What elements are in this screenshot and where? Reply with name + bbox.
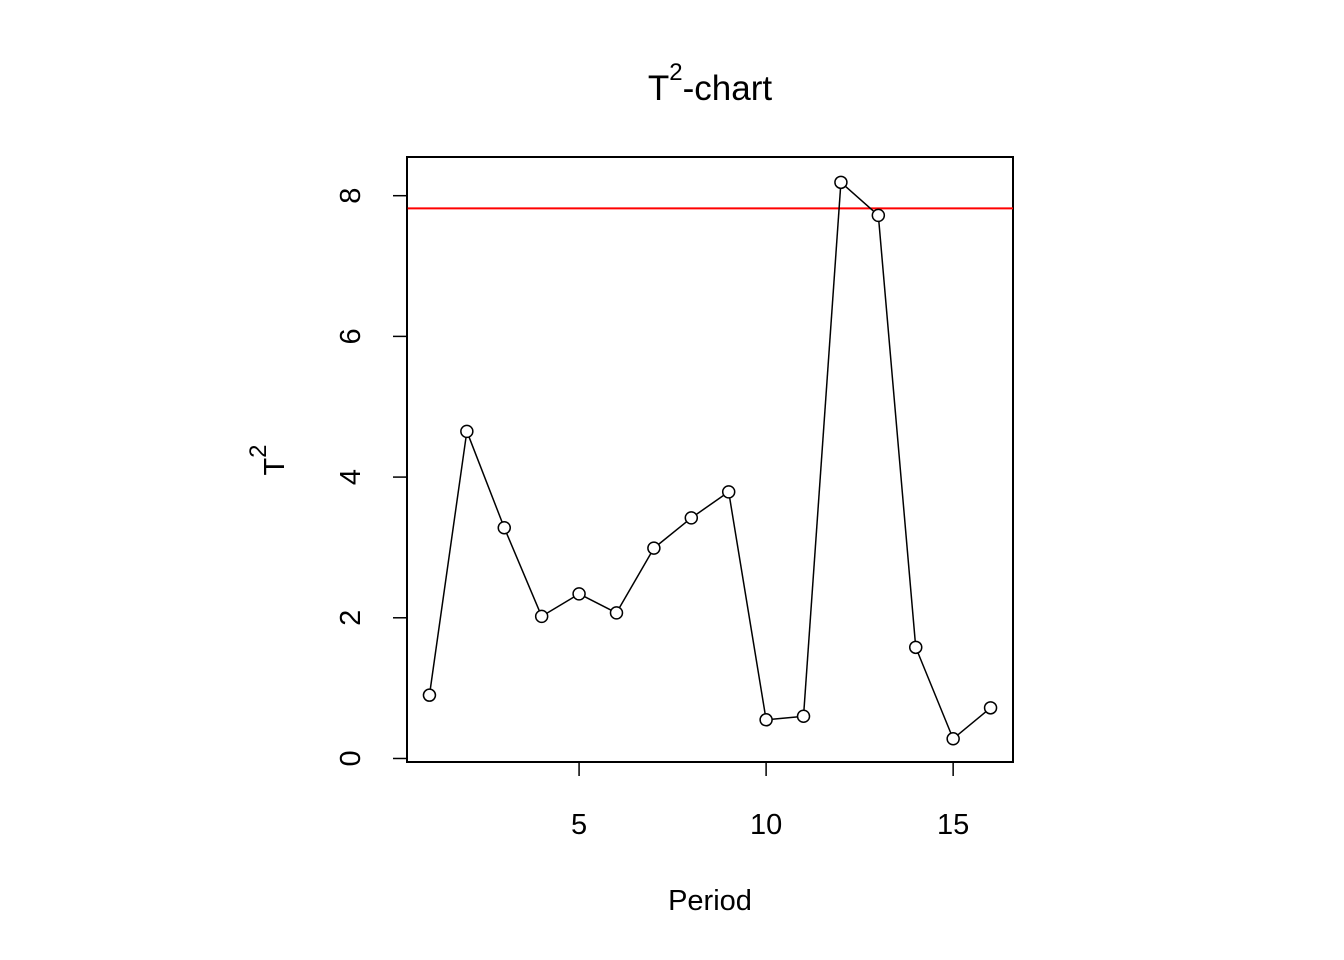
- data-point: [983, 701, 998, 715]
- y-tick-label: 6: [335, 328, 367, 344]
- data-point: [908, 640, 923, 655]
- x-tick-label: 5: [571, 809, 587, 841]
- series-segment: [618, 552, 652, 609]
- data-point: [946, 732, 960, 746]
- data-point: [684, 511, 699, 525]
- series-segment: [505, 532, 541, 612]
- series-segment: [803, 188, 842, 711]
- series-segment: [584, 595, 612, 611]
- data-point: [460, 424, 474, 439]
- x-tick-label: 15: [937, 809, 969, 841]
- data-point: [497, 520, 512, 535]
- series-segment: [468, 436, 503, 523]
- data-point: [609, 606, 624, 620]
- data-point: [534, 609, 549, 624]
- chart-title-base: T: [648, 69, 669, 108]
- chart-title-rest: -chart: [683, 69, 773, 108]
- data-point: [871, 208, 886, 223]
- data-point: [422, 688, 437, 702]
- series-segment: [917, 652, 952, 734]
- data-point: [721, 485, 736, 499]
- y-tick-label: 4: [335, 469, 367, 485]
- series-segment: [658, 521, 688, 545]
- series-segment: [546, 596, 575, 614]
- data-point: [572, 587, 586, 601]
- series-segment: [878, 221, 916, 642]
- data-point: [834, 175, 848, 190]
- series-segment: [728, 497, 766, 714]
- data-point: [796, 709, 811, 724]
- y-tick-label: 0: [335, 750, 367, 766]
- series-segment: [695, 494, 725, 516]
- data-point: [759, 713, 773, 727]
- plot-frame: [406, 156, 1014, 763]
- chart-title: T2-chart: [648, 59, 772, 108]
- series-segment: [957, 711, 987, 736]
- x-axis-label: Period: [668, 885, 752, 917]
- data-point: [647, 541, 661, 555]
- series-segment: [772, 716, 798, 720]
- y-tick-label: 2: [335, 610, 367, 626]
- series-segment: [429, 437, 467, 690]
- y-axis-label: T2: [245, 444, 291, 475]
- chart-title-superscript: 2: [669, 59, 682, 86]
- series-segment: [844, 185, 875, 212]
- y-tick-label: 8: [335, 188, 367, 204]
- y-axis-label-base: T: [259, 458, 291, 476]
- y-axis-label-superscript: 2: [245, 444, 272, 457]
- x-tick-label: 10: [750, 809, 782, 841]
